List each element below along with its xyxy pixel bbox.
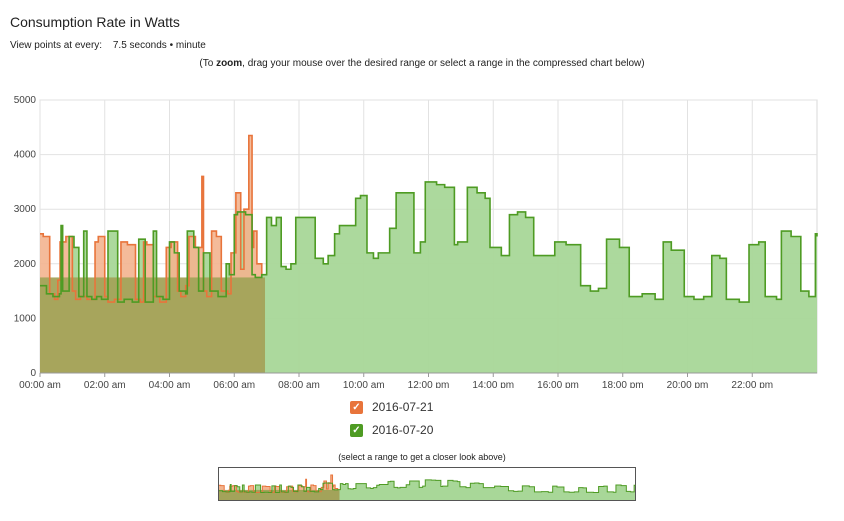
legend-label: 2016-07-20 [372,423,434,437]
x-tick-label: 08:00 am [278,380,320,388]
y-tick-label: 4000 [14,150,37,161]
zoom-hint-post: , drag your mouse over the desired range… [242,58,645,69]
x-tick-label: 10:00 am [343,380,385,388]
view-interval-row: View points at every: 7.5 seconds • minu… [10,40,206,51]
x-tick-label: 12:00 pm [408,380,450,388]
zoom-hint-pre: (To [199,58,217,69]
x-tick-label: 02:00 am [84,380,126,388]
x-tick-label: 20:00 pm [667,380,709,388]
x-tick-label: 04:00 am [149,380,191,388]
x-tick-label: 18:00 pm [602,380,644,388]
consumption-chart[interactable]: 0 1000 2000 3000 4000 5000 00:00 am 02:00 am 04:… [0,88,844,388]
zoom-hint-bold: zoom [216,58,243,69]
x-tick-label: 14:00 pm [472,380,514,388]
y-tick-label: 2000 [14,259,37,270]
view-interval-options[interactable]: 7.5 seconds • minute [112,40,206,51]
x-tick-label: 00:00 am [19,380,61,388]
series-line-2016-07-20[interactable] [40,181,818,303]
chart-series-layer [40,134,818,373]
x-tick-label: 16:00 pm [537,380,579,388]
legend-label: 2016-07-21 [372,400,434,414]
legend-checkbox-icon[interactable]: ✓ [350,400,363,414]
page-title: Consumption Rate in Watts [10,14,180,30]
x-tick-label: 22:00 pm [731,380,773,388]
navigator-hint: (select a range to get a closer look abo… [338,452,506,462]
y-tick-label: 1000 [14,313,37,324]
navigator-overlap-area [219,489,340,500]
legend-checkbox-icon[interactable]: ✓ [350,423,363,437]
x-tick-label: 06:00 am [213,380,255,388]
navigator-chart[interactable] [218,467,636,501]
y-tick-label: 0 [30,368,36,379]
navigator-line-2016-07-20 [219,479,636,494]
view-interval-label: View points at every: [10,40,103,51]
legend-item-series-2[interactable]: ✓ 2016-07-20 [350,423,433,437]
legend-item-series-1[interactable]: ✓ 2016-07-21 [350,400,433,414]
navigator-series-layer [218,467,636,501]
zoom-hint: (To zoom, drag your mouse over the desir… [0,58,844,69]
chart-axes: 0 1000 2000 3000 4000 5000 00:00 am 02:00 am 04:… [14,95,817,388]
y-tick-label: 3000 [14,204,37,215]
y-tick-label: 5000 [14,95,37,106]
